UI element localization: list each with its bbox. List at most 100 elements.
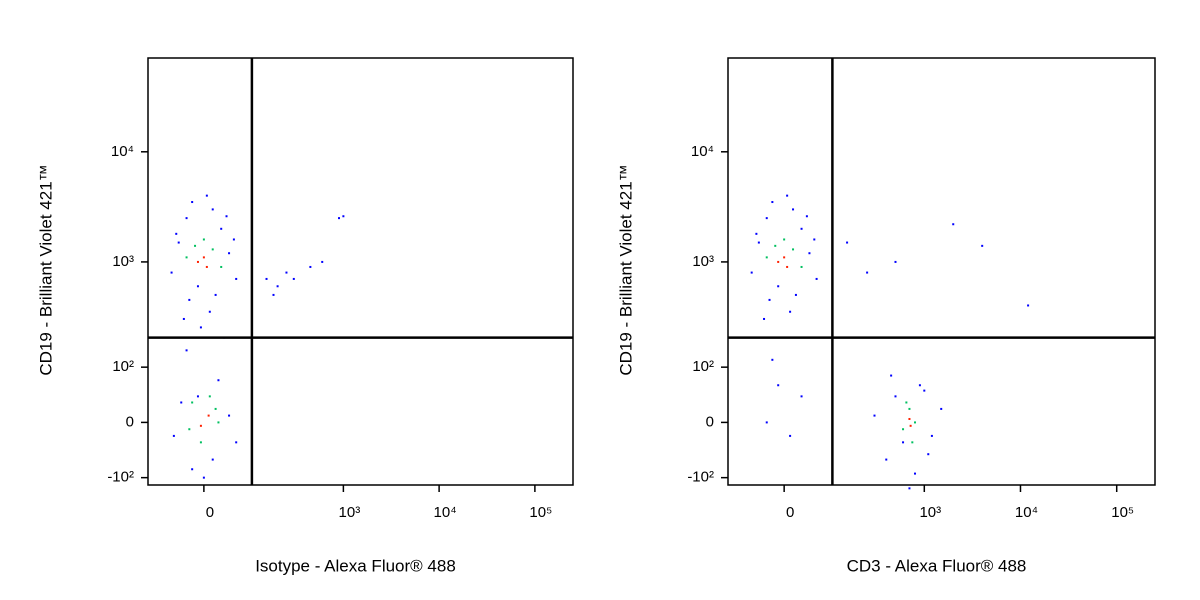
event-dot	[202, 256, 205, 259]
x-tick-label: 10⁴	[1015, 504, 1038, 521]
event-dot	[805, 215, 808, 218]
event-dot	[908, 407, 911, 410]
event-dot	[786, 194, 789, 197]
event-dot	[815, 277, 818, 280]
event-dot	[208, 310, 211, 313]
event-dot	[191, 401, 194, 404]
event-dot	[205, 265, 208, 268]
event-dot	[794, 293, 797, 296]
x-tick-label: 0	[786, 504, 794, 521]
event-dot	[909, 424, 912, 427]
y-tick-label: 0	[706, 413, 714, 430]
y-axis-label: CD19 - Brilliant Violet 421™	[616, 164, 635, 375]
y-tick-label: 10⁴	[111, 143, 134, 160]
y-axis-label: CD19 - Brilliant Violet 421™	[36, 164, 55, 375]
event-dot	[321, 260, 324, 263]
event-dot	[199, 424, 202, 427]
event-dot	[771, 201, 774, 204]
event-dot	[217, 379, 220, 382]
event-dot	[342, 215, 345, 218]
event-dot	[292, 277, 295, 280]
event-dot	[911, 441, 914, 444]
x-tick-label: 10³	[339, 504, 361, 521]
event-dot	[846, 241, 849, 244]
x-tick-label: 10³	[919, 504, 941, 521]
y-tick-label: 10³	[112, 253, 134, 270]
event-dot	[808, 252, 811, 255]
event-dot	[908, 417, 911, 420]
event-dot	[914, 421, 917, 424]
event-dot	[890, 374, 893, 377]
event-dot	[272, 293, 275, 296]
event-dot	[777, 260, 780, 263]
event-dot	[217, 421, 220, 424]
event-dot	[792, 248, 795, 251]
event-dot	[894, 260, 897, 263]
event-dot	[755, 232, 758, 235]
event-dot	[940, 407, 943, 410]
y-tick-label: 0	[126, 413, 134, 430]
event-dot	[792, 208, 795, 211]
event-dot	[750, 271, 753, 274]
event-dot	[777, 285, 780, 288]
event-dot	[235, 277, 238, 280]
event-dot	[905, 401, 908, 404]
x-tick-label: 10⁴	[434, 504, 457, 521]
event-dot	[873, 414, 876, 417]
event-dot	[276, 285, 279, 288]
event-dot	[205, 194, 208, 197]
event-dot	[309, 265, 312, 268]
event-dot	[902, 441, 905, 444]
event-dot	[185, 349, 188, 352]
event-dot	[188, 428, 191, 431]
event-dot	[202, 476, 205, 479]
event-dot	[235, 441, 238, 444]
event-dot	[207, 414, 210, 417]
event-dot	[800, 395, 803, 398]
event-dot	[220, 227, 223, 230]
y-tick-label: -10²	[687, 469, 714, 486]
event-dot	[185, 217, 188, 220]
event-dot	[885, 458, 888, 461]
event-dot	[923, 389, 926, 392]
event-dot	[191, 468, 194, 471]
event-dot	[765, 217, 768, 220]
event-dot	[981, 244, 984, 247]
event-dot	[894, 395, 897, 398]
event-dot	[768, 298, 771, 301]
event-dot	[228, 252, 231, 255]
x-tick-label: 0	[206, 504, 214, 521]
y-tick-label: 10³	[692, 253, 714, 270]
x-axis-label: Isotype - Alexa Fluor® 488	[255, 556, 456, 575]
event-dot	[952, 223, 955, 226]
event-dot	[866, 271, 869, 274]
x-tick-label: 10⁵	[529, 504, 552, 521]
event-dot	[789, 434, 792, 437]
event-dot	[927, 453, 930, 456]
event-dot	[918, 384, 921, 387]
event-dot	[813, 238, 816, 241]
event-dot	[285, 271, 288, 274]
event-dot	[180, 401, 183, 404]
event-dot	[265, 277, 268, 280]
event-dot	[177, 241, 180, 244]
event-dot	[211, 458, 214, 461]
y-tick-label: -10²	[107, 469, 134, 486]
y-tick-label: 10⁴	[691, 143, 714, 160]
event-dot	[914, 472, 917, 475]
event-dot	[338, 217, 341, 220]
event-dot	[196, 395, 199, 398]
event-dot	[777, 384, 780, 387]
event-dot	[211, 248, 214, 251]
event-dot	[786, 265, 789, 268]
event-dot	[170, 271, 173, 274]
event-dot	[789, 310, 792, 313]
event-dot	[220, 265, 223, 268]
event-dot	[191, 201, 194, 204]
event-dot	[185, 256, 188, 259]
event-dot	[908, 487, 911, 490]
event-dot	[800, 227, 803, 230]
event-dot	[182, 317, 185, 320]
event-dot	[783, 238, 786, 241]
